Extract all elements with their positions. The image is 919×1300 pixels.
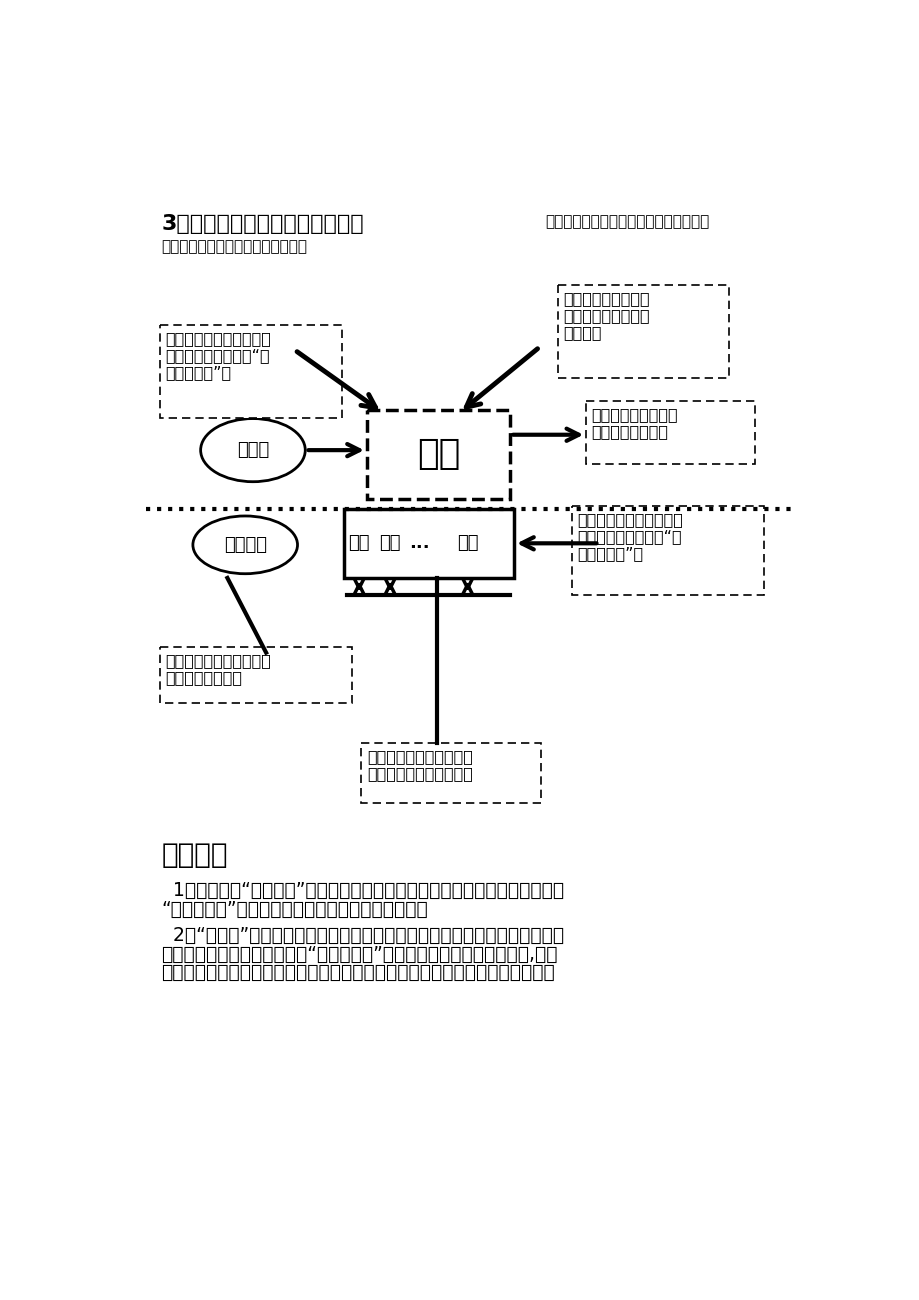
Text: 仓之间进行品项的调拨）: 仓之间进行品项的调拨） — [367, 766, 472, 781]
Text: 店内调拨单（在各非一级: 店内调拨单（在各非一级 — [367, 749, 472, 764]
Text: 货，一级及非一级库: 货，一级及非一级库 — [563, 308, 650, 324]
Text: 都可以）: 都可以） — [563, 325, 602, 341]
Bar — [160, 325, 342, 417]
Bar — [361, 742, 540, 803]
Text: 非一级仓: 非一级仓 — [223, 536, 267, 554]
Text: 退货单（从各仓库退: 退货单（从各仓库退 — [563, 291, 650, 307]
Text: ...: ... — [409, 534, 429, 552]
Text: 煮炖: 煮炖 — [348, 534, 369, 552]
Text: 库，审核后对应生成“供: 库，审核后对应生成“供 — [165, 348, 269, 364]
Text: 库，审核后对应生成“供: 库，审核后对应生成“供 — [577, 529, 682, 545]
Bar — [367, 410, 510, 499]
Text: 货商应付单”）: 货商应付单”） — [577, 546, 643, 562]
Text: 面数量调整为实际数量，并将调整后的数量做为下一个月的期初数量。两种盘点: 面数量调整为实际数量，并将调整后的数量做为下一个月的期初数量。两种盘点 — [162, 963, 555, 982]
Text: 2、“盘点单”用来在月中任何时间对库存数量进行调整处理，以达到账面数量: 2、“盘点单”用来在月中任何时间对库存数量进行调整处理，以达到账面数量 — [162, 926, 564, 945]
Text: “其他出库单”的形式出库，不产生物料耗用的数据。: “其他出库单”的形式出库，不产生物料耗用的数据。 — [162, 900, 427, 919]
Text: 领用单（从一级仓库: 领用单（从一级仓库 — [591, 407, 677, 422]
Bar — [558, 286, 728, 378]
Text: 一级仓: 一级仓 — [236, 441, 268, 459]
Text: 直拨单（只能进入二级仓: 直拨单（只能进入二级仓 — [577, 512, 683, 528]
Bar — [160, 647, 352, 703]
Text: 退库单（从各非一级仓库: 退库单（从各非一级仓库 — [165, 654, 271, 668]
Text: 领用到各分仓库）: 领用到各分仓库） — [591, 424, 668, 439]
Ellipse shape — [200, 419, 305, 482]
Ellipse shape — [193, 516, 297, 573]
Text: 入库单（只能进入一级仓: 入库单（只能进入一级仓 — [165, 332, 271, 347]
Text: 1、在选择了“直接耗用”的单据，在单据审核后，品项在入库的同时出库，以: 1、在选择了“直接耗用”的单据，在单据审核后，品项在入库的同时出库，以 — [162, 881, 564, 901]
Text: 请注意：: 请注意： — [162, 841, 228, 870]
Text: （请区别使用几种不同的业务单据的使用: （请区别使用几种不同的业务单据的使用 — [545, 213, 709, 229]
Text: 货商应付单”）: 货商应付单”） — [165, 365, 232, 381]
Text: 热菜: 热菜 — [379, 534, 401, 552]
Bar — [585, 400, 754, 464]
Text: 3、几种日常业务单据的使用图解: 3、几种日常业务单据的使用图解 — [162, 213, 364, 234]
Text: 领用到一级仓库）: 领用到一级仓库） — [165, 671, 242, 685]
Text: 仓库: 仓库 — [416, 437, 460, 472]
Text: 吧台: 吧台 — [457, 534, 478, 552]
Text: 与实际数量即时核对的目的。“月末盘点单”只在月末对库存数量进行盘点,将账: 与实际数量即时核对的目的。“月末盘点单”只在月末对库存数量进行盘点,将账 — [162, 945, 558, 963]
Text: 方法以及由该单据产生的数据变化）: 方法以及由该单据产生的数据变化） — [162, 239, 307, 255]
Bar — [344, 508, 514, 578]
Bar — [572, 507, 764, 595]
